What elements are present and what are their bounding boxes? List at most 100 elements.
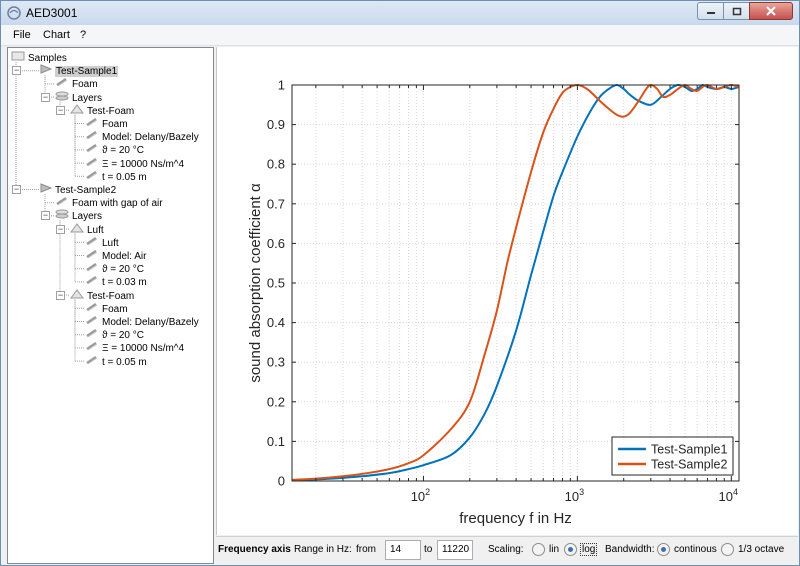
tree-node-label: Foam with gap of air — [72, 198, 163, 210]
sample-tree[interactable]: Samples Test-Sample1 Foam Layers Test-Foam Fo… — [7, 47, 214, 564]
chart-area: 0 0.1 0.2 0.3 0.4 0.5 0.6 0.7 0.8 0.9 1 102 103 104 fr… — [216, 47, 798, 535]
tree-node[interactable]: ϑ = 20 °C — [85, 328, 144, 341]
y-tick-label: 0.5 — [267, 276, 285, 291]
bandwidth-label: Bandwidth: — [605, 544, 655, 555]
tree-node-label: t = 0.05 m — [102, 356, 147, 368]
bandwidth-third-octave-radio[interactable] — [721, 543, 734, 556]
tree-collapse-icon[interactable]: − — [12, 184, 21, 194]
tree-node-label: Model: Delany/Bazely — [102, 132, 199, 144]
x-tick-label: 103 — [565, 487, 584, 504]
tree-node[interactable]: Luft — [85, 236, 119, 249]
layers-icon — [55, 209, 69, 223]
tree-node[interactable]: Samples — [11, 51, 67, 64]
y-tick-label: 0.3 — [267, 355, 285, 370]
x-tick-label: 102 — [411, 487, 430, 504]
tree-node-label: Ξ = 10000 Ns/m^4 — [102, 158, 185, 170]
close-button[interactable] — [749, 2, 793, 20]
tree-collapse-icon[interactable]: − — [41, 91, 50, 102]
material-icon — [85, 315, 99, 329]
tree-node[interactable]: t = 0.05 m — [85, 355, 147, 368]
y-tick-label: 0.4 — [267, 315, 285, 330]
range-label: Range in Hz: — [294, 544, 352, 555]
tree-node[interactable]: Foam — [85, 117, 128, 130]
from-label: from — [356, 544, 376, 555]
y-tick-label: 0.2 — [267, 394, 285, 409]
scaling-log-radio[interactable] — [564, 543, 577, 556]
tree-node-label: Layers — [72, 211, 103, 223]
tree-node-label: Test-Foam — [87, 290, 135, 302]
tree-node[interactable]: Test-Foam — [70, 288, 135, 303]
tree-node[interactable]: t = 0.05 m — [85, 170, 147, 183]
range-from-input[interactable]: 14 — [385, 540, 421, 560]
y-tick-label: 0.8 — [267, 157, 285, 172]
tree-node-label: ϑ = 20 °C — [102, 145, 144, 157]
tree-node-label: Model: Delany/Bazely — [102, 316, 199, 328]
material-icon — [85, 117, 99, 131]
x-tick-label-base: 10 — [411, 489, 425, 504]
title-bar[interactable]: AED3001 — [1, 1, 799, 25]
scaling-lin-radio[interactable] — [532, 543, 545, 556]
menu-help[interactable]: ? — [80, 29, 87, 41]
layer-icon — [70, 103, 84, 118]
material-icon — [55, 77, 69, 91]
sample-icon — [40, 64, 53, 78]
y-tick-label: 1 — [278, 78, 285, 93]
maximize-button[interactable] — [723, 2, 749, 20]
scaling-lin-label[interactable]: lin — [549, 544, 560, 555]
tree-node[interactable]: Ξ = 10000 Ns/m^4 — [85, 341, 184, 354]
tree-node-label: Foam — [102, 118, 128, 130]
tree-collapse-icon[interactable]: − — [41, 210, 50, 221]
maximize-icon — [732, 7, 741, 15]
x-tick-label-base: 10 — [565, 489, 579, 504]
plot-background — [292, 85, 739, 481]
tree-node[interactable]: Layers — [55, 91, 102, 104]
tree-node-label: Foam — [72, 79, 98, 91]
tree-node-label: Samples — [28, 52, 67, 64]
minimize-icon — [706, 12, 715, 14]
legend-label-2: Test-Sample2 — [651, 458, 727, 472]
tree-node-label: Luft — [87, 224, 104, 236]
tree-collapse-icon[interactable]: − — [56, 223, 65, 234]
tree-node[interactable]: ϑ = 20 °C — [85, 143, 144, 156]
tree-node[interactable]: Foam — [55, 77, 98, 90]
layer-icon — [70, 288, 84, 303]
tree-node[interactable]: Luft — [70, 222, 104, 236]
tree-node[interactable]: Model: Delany/Bazely — [85, 315, 199, 328]
tree-node[interactable]: Foam — [85, 302, 128, 315]
tree-connector-lines — [15, 62, 85, 362]
tree-node[interactable]: ϑ = 20 °C — [85, 262, 144, 275]
legend-label-1: Test-Sample1 — [651, 443, 727, 457]
menu-file[interactable]: File — [13, 29, 31, 41]
tree-node-label: ϑ = 20 °C — [102, 330, 144, 342]
tree-node[interactable]: Test-Foam — [70, 103, 134, 118]
window-title: AED3001 — [26, 6, 78, 20]
bandwidth-continuous-radio[interactable] — [657, 543, 670, 556]
tree-collapse-icon[interactable]: − — [12, 65, 21, 76]
x-axis-label: frequency f in Hz — [459, 510, 572, 527]
bandwidth-third-octave-label[interactable]: 1/3 octave — [738, 544, 785, 555]
tree-node[interactable]: Test-Sample2 — [40, 183, 116, 196]
tree-node[interactable]: Test-Sample1 — [40, 64, 119, 78]
range-to-input[interactable]: 11220 — [437, 540, 473, 560]
tree-node[interactable]: Layers — [55, 209, 102, 222]
tree-collapse-icon[interactable]: − — [56, 289, 65, 300]
menu-chart[interactable]: Chart — [43, 29, 70, 41]
tree-node[interactable]: t = 0.03 m — [85, 275, 147, 288]
tree-node[interactable]: Foam with gap of air — [55, 196, 163, 209]
tree-node[interactable]: Ξ = 10000 Ns/m^4 — [85, 157, 184, 170]
tree-collapse-icon[interactable]: − — [56, 104, 65, 115]
tree-node[interactable]: Model: Air — [85, 249, 146, 262]
scaling-log-label[interactable]: log — [580, 543, 598, 556]
y-tick-label: 0.1 — [267, 434, 285, 449]
minimize-button[interactable] — [697, 2, 723, 20]
series-line-1 — [291, 83, 740, 482]
tree-node-label: Luft — [102, 237, 119, 249]
frequency-axis-bar: Frequency axis Range in Hz: from 14 to 1… — [216, 536, 798, 564]
tree-node[interactable]: Model: Delany/Bazely — [85, 130, 199, 143]
material-icon — [55, 196, 69, 210]
material-icon — [85, 143, 99, 157]
bandwidth-continuous-label[interactable]: continous — [674, 544, 717, 555]
close-icon — [766, 6, 776, 16]
menu-bar: File Chart ? — [1, 25, 799, 46]
